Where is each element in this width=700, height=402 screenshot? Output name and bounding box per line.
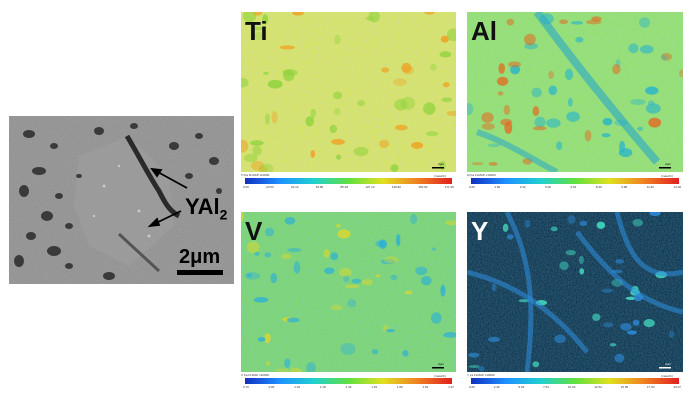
colorbar-tick-label: 150.52 [418, 185, 428, 189]
element-label: Y [471, 216, 489, 246]
colorbar-tick-label: 0.00 [469, 385, 475, 389]
colorbar-tick-label: 1.18 [319, 385, 326, 389]
colorbar-ticks: 0.70 0.84 1.02 1.18 1.33 1.49 1.66 1.81 1.97 [243, 385, 454, 389]
colorbar-tick-label: 0.00 [243, 185, 249, 189]
map-caption: Al Ka FLMAP x10000 [467, 173, 496, 177]
element-map-image [467, 212, 683, 372]
element-map-image [241, 212, 456, 372]
sem-image [9, 116, 234, 284]
colorbar [245, 178, 452, 184]
colorbar-tick-label: 17.54 [647, 385, 655, 389]
colorbar-tick-label: 3.32 [519, 185, 526, 189]
map-scale-bar-label: 2μm [438, 162, 444, 166]
map-scale-bar-label: 2μm [665, 162, 671, 166]
colorbar-tick-label: 8.30 [595, 185, 602, 189]
colorbar-tick-label: 63.80 [315, 185, 324, 189]
colorbar-unit: (mass%) [661, 174, 673, 178]
colorbar-unit: (mass%) [434, 374, 446, 378]
colorbar-tick-label: 1.49 [371, 385, 378, 389]
colorbar-tick-label: 10.03 [567, 385, 576, 389]
colorbar-tick-label: 1.02 [294, 385, 301, 389]
colorbar-tick-label: 171.95 [444, 185, 454, 189]
colorbar-tick-label: 0.70 [243, 385, 249, 389]
map-scale-bar-label: 2μm [665, 362, 671, 366]
element-map-v: V 2μm [241, 212, 456, 372]
colorbar-unit: (mass%) [434, 174, 446, 178]
map-caption: V Ka FLMAP x10000 [241, 373, 269, 377]
map-scale-bar-line [659, 367, 671, 369]
map-scale-bar-label: 2μm [438, 362, 444, 366]
colorbar-unit: (mass%) [661, 374, 673, 378]
colorbar [471, 378, 679, 384]
map-caption: Y La FLMAP x10000 [467, 373, 495, 377]
phase-label: YAl2 [185, 194, 228, 223]
colorbar [245, 378, 452, 384]
colorbar-tick-label: 5.00 [545, 185, 551, 189]
colorbar-tick-label: 0.00 [469, 185, 475, 189]
colorbar-tick-label: 2.49 [493, 385, 500, 389]
colorbar-tick-label: 7.51 [543, 385, 549, 389]
element-map-ti: Ti 2μm [241, 12, 456, 172]
colorbar-tick-label: 85.48 [340, 185, 349, 189]
colorbar-ticks: 0.00 1.66 3.32 5.00 6.64 8.30 9.98 11.62 13.28 [469, 185, 681, 189]
colorbar-tick-label: 20.53 [266, 185, 274, 189]
element-label: Ti [245, 16, 268, 46]
colorbar-ticks: 0.00 20.53 42.13 63.80 85.48 107.13 128.82 150.… [243, 185, 454, 189]
colorbar-tick-label: 107.13 [365, 185, 375, 189]
colorbar-tick-label: 6.64 [570, 185, 577, 189]
colorbar-ticks: 0.00 2.49 5.02 7.51 10.03 12.52 15.05 17.54 20.0… [469, 385, 681, 389]
colorbar-tick-label: 11.62 [646, 185, 654, 189]
colorbar-tick-label: 128.82 [391, 185, 401, 189]
map-scale-bar-line [432, 167, 444, 169]
element-label: Al [471, 16, 497, 46]
sem-micrograph: YAl2 2μm [9, 116, 234, 284]
colorbar-tick-label: 1.66 [494, 185, 501, 189]
map-scale-bar-line [432, 367, 444, 369]
colorbar-tick-label: 9.98 [621, 185, 628, 189]
map-scale-bar-line [659, 167, 671, 169]
colorbar-tick-label: 12.52 [594, 385, 602, 389]
scale-bar-label: 2μm [179, 246, 221, 268]
element-map-al: Al 2μm [467, 12, 683, 172]
element-map-y: Y 2μm [467, 212, 683, 372]
colorbar-tick-label: 1.66 [396, 385, 403, 389]
colorbar-tick-label: 0.84 [268, 385, 275, 389]
colorbar-tick-label: 42.13 [290, 185, 299, 189]
element-map-image [241, 12, 456, 172]
element-label: V [245, 216, 263, 246]
colorbar-tick-label: 1.81 [422, 385, 429, 389]
arrow-icon [147, 167, 188, 228]
colorbar-tick-label: 13.28 [673, 185, 681, 189]
colorbar-tick-label: 1.97 [448, 385, 454, 389]
colorbar-tick-label: 5.02 [518, 385, 525, 389]
colorbar-tick-label: 20.07 [673, 385, 681, 389]
element-map-image [467, 12, 683, 172]
colorbar-tick-label: 1.33 [345, 385, 352, 389]
map-caption: Ti Ka FLMAP x10000 [241, 173, 270, 177]
colorbar-tick-label: 15.05 [620, 385, 629, 389]
colorbar [471, 178, 679, 184]
scale-bar-line [177, 270, 223, 275]
